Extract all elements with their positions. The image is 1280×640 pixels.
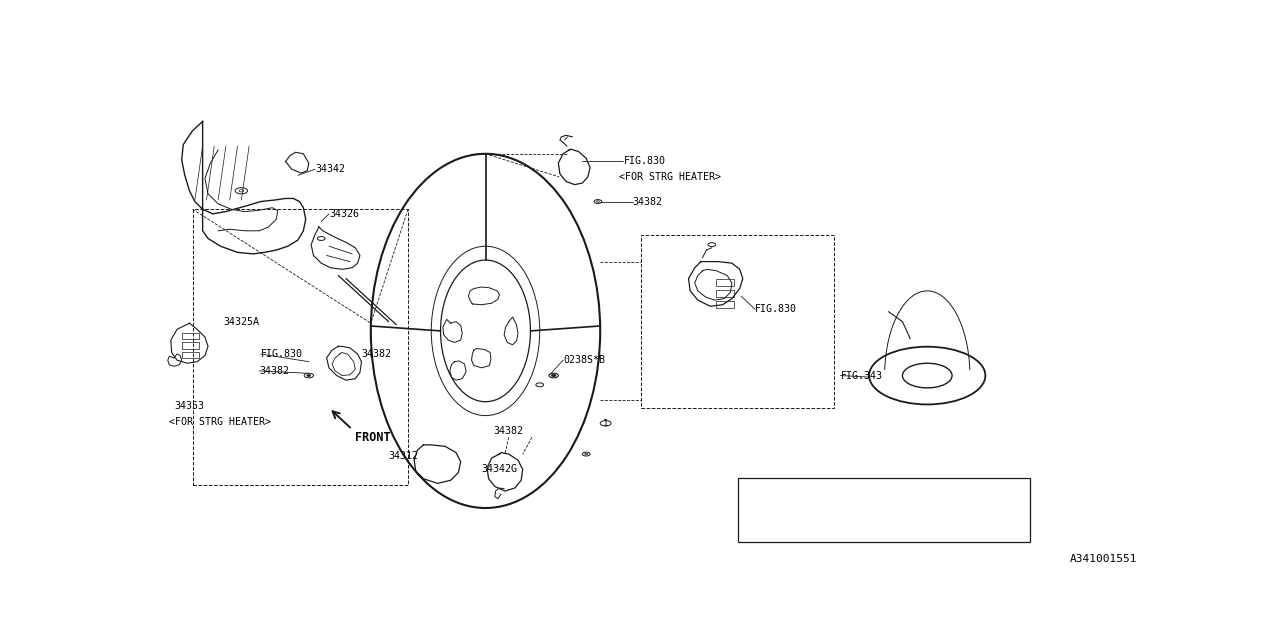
Text: FIG.830: FIG.830 xyxy=(755,305,797,314)
Text: FIG.830: FIG.830 xyxy=(623,157,666,166)
Text: 34325A: 34325A xyxy=(224,317,260,326)
Text: FRONT: FRONT xyxy=(356,431,390,444)
Bar xyxy=(717,290,733,297)
Text: 34326: 34326 xyxy=(329,209,358,219)
Text: 34382: 34382 xyxy=(259,366,289,376)
Text: FIG.343: FIG.343 xyxy=(841,371,882,381)
Text: 34326: 34326 xyxy=(782,490,812,499)
Bar xyxy=(182,352,198,358)
Text: 34312: 34312 xyxy=(389,451,419,461)
Bar xyxy=(717,301,733,308)
Circle shape xyxy=(307,374,311,376)
Text: 34382: 34382 xyxy=(361,349,392,359)
Text: FIG.830: FIG.830 xyxy=(261,349,303,359)
Circle shape xyxy=(552,374,556,377)
Text: 34342G: 34342G xyxy=(481,465,517,474)
Text: 34382: 34382 xyxy=(493,426,524,436)
Text: 34353: 34353 xyxy=(174,401,204,412)
Bar xyxy=(182,342,198,349)
Text: 34382: 34382 xyxy=(632,196,663,207)
Text: <FOR STRG HEATER>: <FOR STRG HEATER> xyxy=(169,417,271,427)
Text: 34342: 34342 xyxy=(315,164,346,174)
Bar xyxy=(192,209,408,485)
Bar xyxy=(640,235,835,408)
Text: 34382: 34382 xyxy=(782,522,812,531)
Text: 1: 1 xyxy=(603,419,608,428)
Text: A341001551: A341001551 xyxy=(1070,554,1137,564)
Bar xyxy=(737,479,1030,543)
Text: 1: 1 xyxy=(754,506,760,515)
Bar xyxy=(182,333,198,339)
Text: FOR STRG HEATER: FOR STRG HEATER xyxy=(856,490,946,499)
Text: EXC. STRG HEATER: EXC. STRG HEATER xyxy=(856,522,952,531)
Bar xyxy=(717,279,733,286)
Text: 0238S*B: 0238S*B xyxy=(563,355,605,365)
Text: <FOR STRG HEATER>: <FOR STRG HEATER> xyxy=(618,172,721,182)
Circle shape xyxy=(744,504,769,517)
